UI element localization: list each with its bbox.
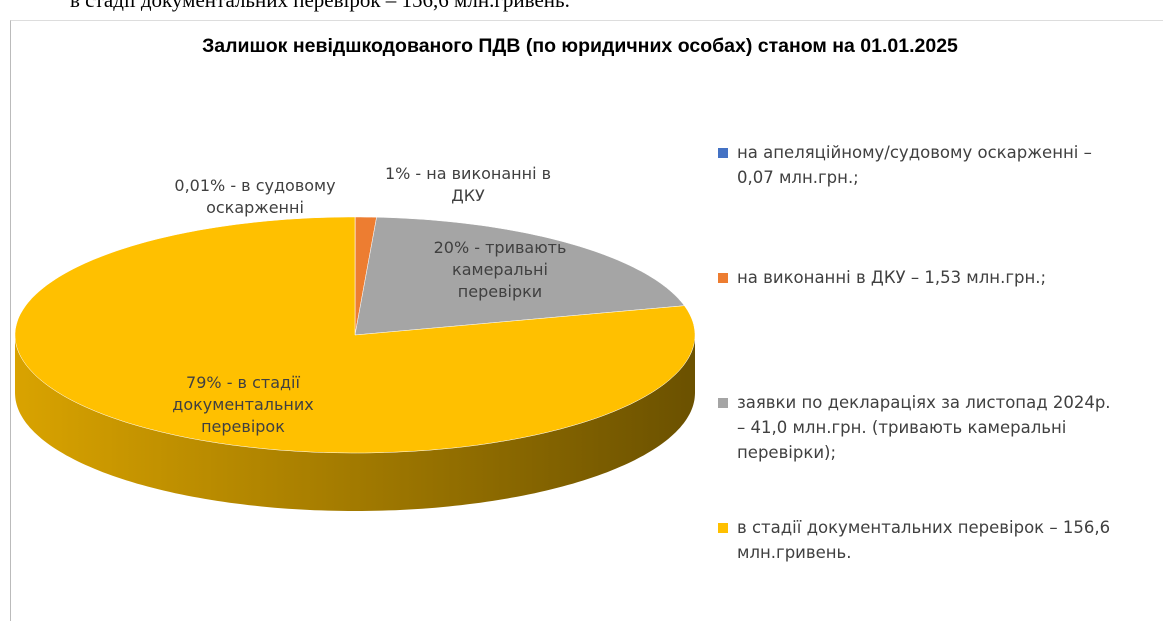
legend-swatch xyxy=(718,273,728,283)
legend-item: на апеляційному/судовому оскарженні – 0,… xyxy=(718,140,1118,190)
legend-swatch xyxy=(718,398,728,408)
legend-swatch xyxy=(718,148,728,158)
legend-label: на виконанні в ДКУ – 1,53 млн.грн.; xyxy=(737,265,1118,290)
data-label: 1% - на виконанні в ДКУ xyxy=(368,163,568,207)
data-label: 0,01% - в судовому оскарженні xyxy=(150,175,360,219)
legend-item: в стадії документальних перевірок – 156,… xyxy=(718,515,1118,565)
legend-swatch xyxy=(718,523,728,533)
page: в стадії документальних перевірок – 156,… xyxy=(0,0,1163,607)
legend-label: заявки по деклараціях за листопад 2024р.… xyxy=(737,390,1118,465)
legend-item: заявки по деклараціях за листопад 2024р.… xyxy=(718,390,1118,465)
data-label: 20% - тривають камеральні перевірки xyxy=(415,237,585,303)
legend-label: в стадії документальних перевірок – 156,… xyxy=(737,515,1118,565)
legend-item: на виконанні в ДКУ – 1,53 млн.грн.; xyxy=(718,265,1118,290)
legend-label: на апеляційному/судовому оскарженні – 0,… xyxy=(737,140,1118,190)
data-label: 79% - в стадії документальних перевірок xyxy=(138,372,348,438)
chart-title: Залишок невідшкодованого ПДВ (по юридичн… xyxy=(30,35,1130,58)
